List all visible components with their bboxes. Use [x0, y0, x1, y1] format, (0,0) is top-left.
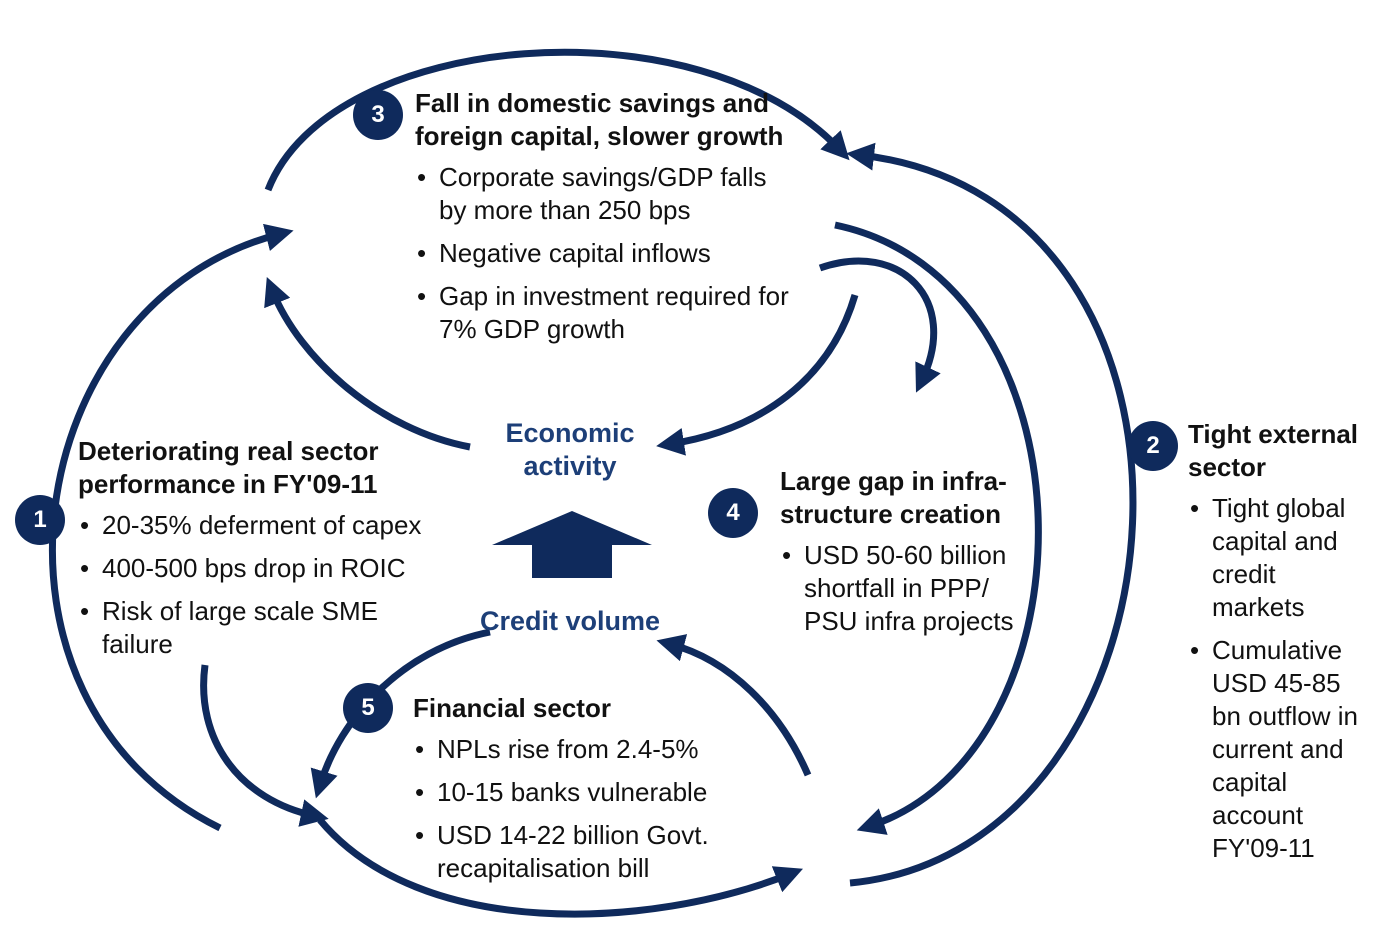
bullet: Risk of large scale SME failure — [80, 595, 412, 661]
node-number: 4 — [708, 488, 758, 538]
bullet: Corporate savings/GDP falls by more than… — [417, 161, 779, 227]
bullet: Cumulative USD 45-85 bn outflow in curre… — [1190, 634, 1372, 865]
cycle-arrows — [48, 48, 1137, 918]
bullet: NPLs rise from 2.4-5% — [415, 733, 773, 766]
bullet: 400-500 bps drop in ROIC — [80, 552, 438, 585]
bullet: USD 50-60 billion shortfall in PPP/ PSU … — [782, 539, 1044, 638]
node-number: 1 — [15, 495, 65, 545]
up-arrow — [492, 511, 652, 578]
bullets: 20-35% deferment of capex 400-500 bps dr… — [78, 509, 438, 661]
node: Tight external sector Tight global capit… — [1188, 418, 1383, 875]
bullet: 10-15 banks vulnerable — [415, 776, 773, 809]
node-number: 3 — [353, 90, 403, 140]
node-title: Tight external sector — [1188, 419, 1359, 482]
bullets: Corporate savings/GDP falls by more than… — [415, 161, 799, 346]
center-top: Economic activity — [505, 418, 635, 481]
node: Financial sector NPLs rise from 2.4-5% 1… — [413, 692, 773, 895]
node-title: Fall in domestic savings and foreign cap… — [415, 88, 784, 151]
node: Deteriorating real sector performance in… — [78, 435, 438, 671]
center-bottom: Credit volume — [479, 606, 661, 636]
node-title: Financial sector — [413, 693, 611, 723]
node-number: 2 — [1128, 421, 1178, 471]
bullet: USD 14-22 billion Govt. recapitalisation… — [415, 819, 747, 885]
node-title: Large gap in infra-structure creation — [780, 466, 1007, 529]
bullet: Negative capital inflows — [417, 237, 799, 270]
node: Large gap in infra-structure creation US… — [780, 465, 1035, 648]
bullet: 20-35% deferment of capex — [80, 509, 438, 542]
bullets: NPLs rise from 2.4-5% 10-15 banks vulner… — [413, 733, 773, 885]
bullet: Gap in investment required for 7% GDP gr… — [417, 280, 799, 346]
bullets: Tight global capital and credit markets … — [1188, 492, 1372, 865]
node-number: 5 — [343, 683, 393, 733]
bullets: USD 50-60 billion shortfall in PPP/ PSU … — [780, 539, 1044, 638]
node: Fall in domestic savings and foreign cap… — [415, 87, 795, 356]
bullet: Tight global capital and credit markets — [1190, 492, 1372, 624]
node-title: Deteriorating real sector performance in… — [78, 436, 379, 499]
